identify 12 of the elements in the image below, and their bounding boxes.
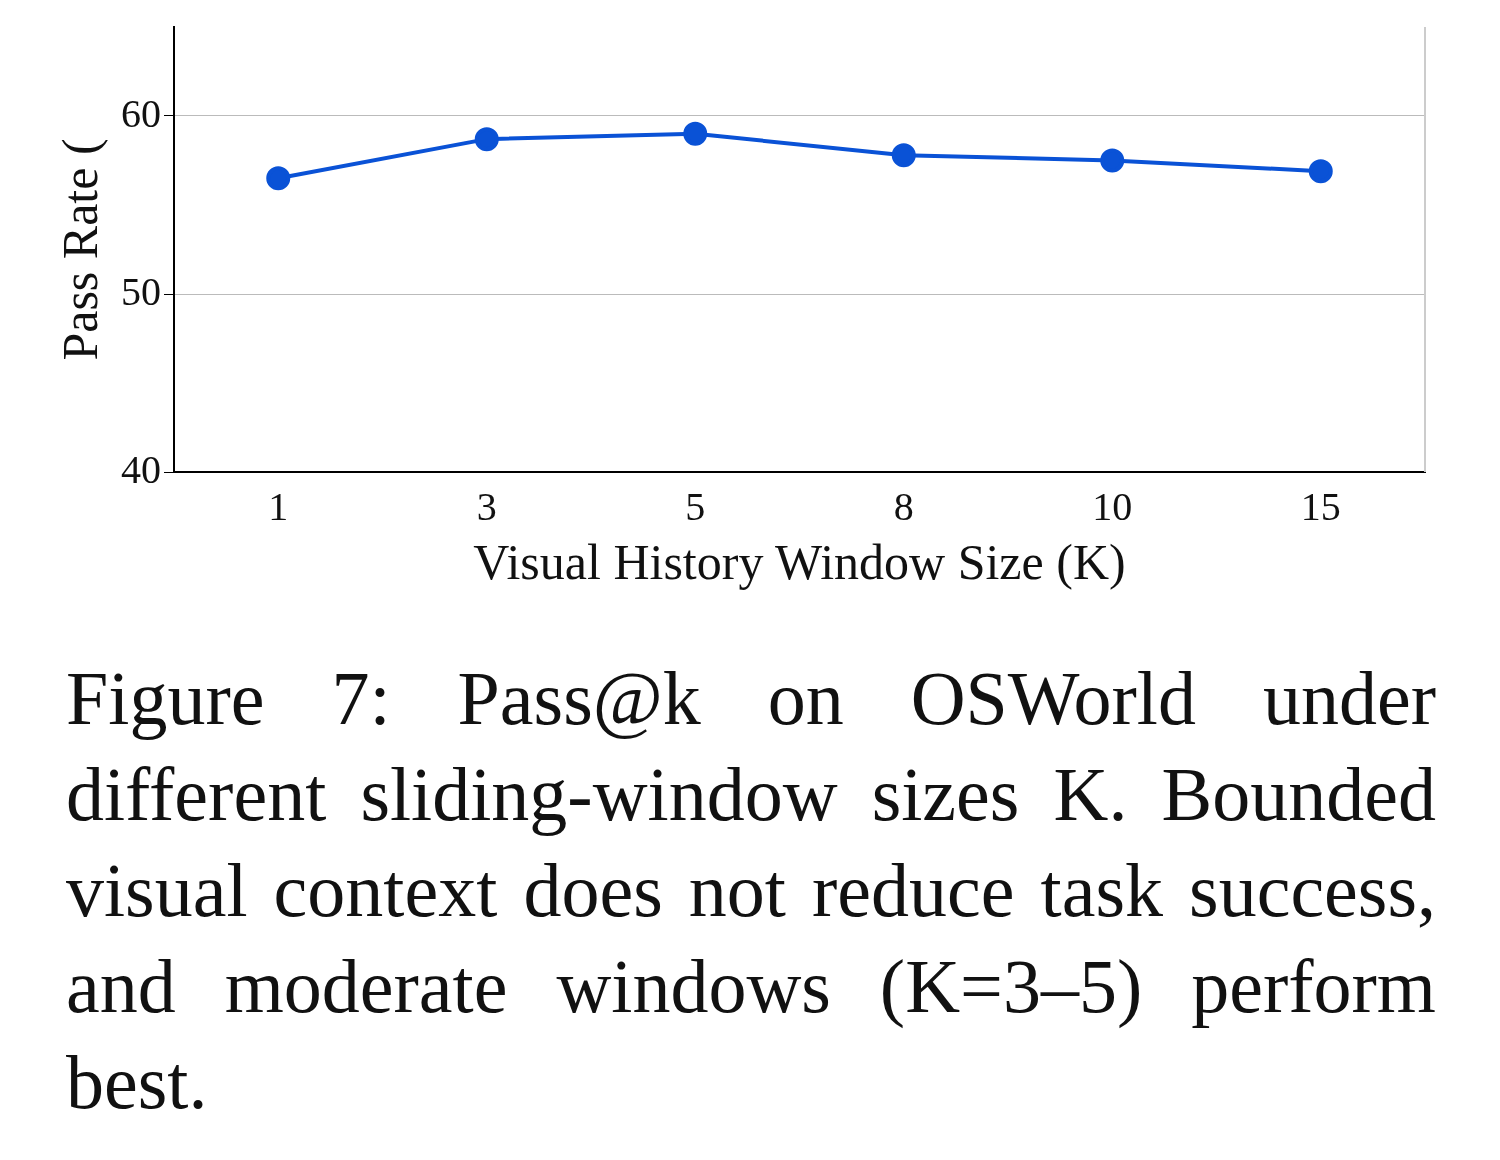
x-tick-label: 3 bbox=[476, 483, 497, 529]
x-tick-label: 5 bbox=[685, 483, 706, 529]
y-tick-label: 60 bbox=[121, 90, 161, 136]
caption: Figure 7: Pass@k on OSWorld under different sliding-window sizes K. Bounded visual context does not reduce task success, and moderate windows (K=3–5) perform best. bbox=[66, 655, 1436, 1126]
x-tick-label: 15 bbox=[1300, 483, 1341, 529]
x-axis-title: Visual History Window Size (K) bbox=[473, 534, 1126, 591]
y-axis-title: Pass Rate ( bbox=[52, 138, 109, 361]
x-tick-label: 1 bbox=[268, 483, 289, 529]
y-tick-label: 50 bbox=[121, 268, 161, 314]
x-tick-label: 8 bbox=[893, 483, 914, 529]
x-tick-label: 10 bbox=[1092, 483, 1133, 529]
y-tick-label: 40 bbox=[121, 446, 161, 492]
